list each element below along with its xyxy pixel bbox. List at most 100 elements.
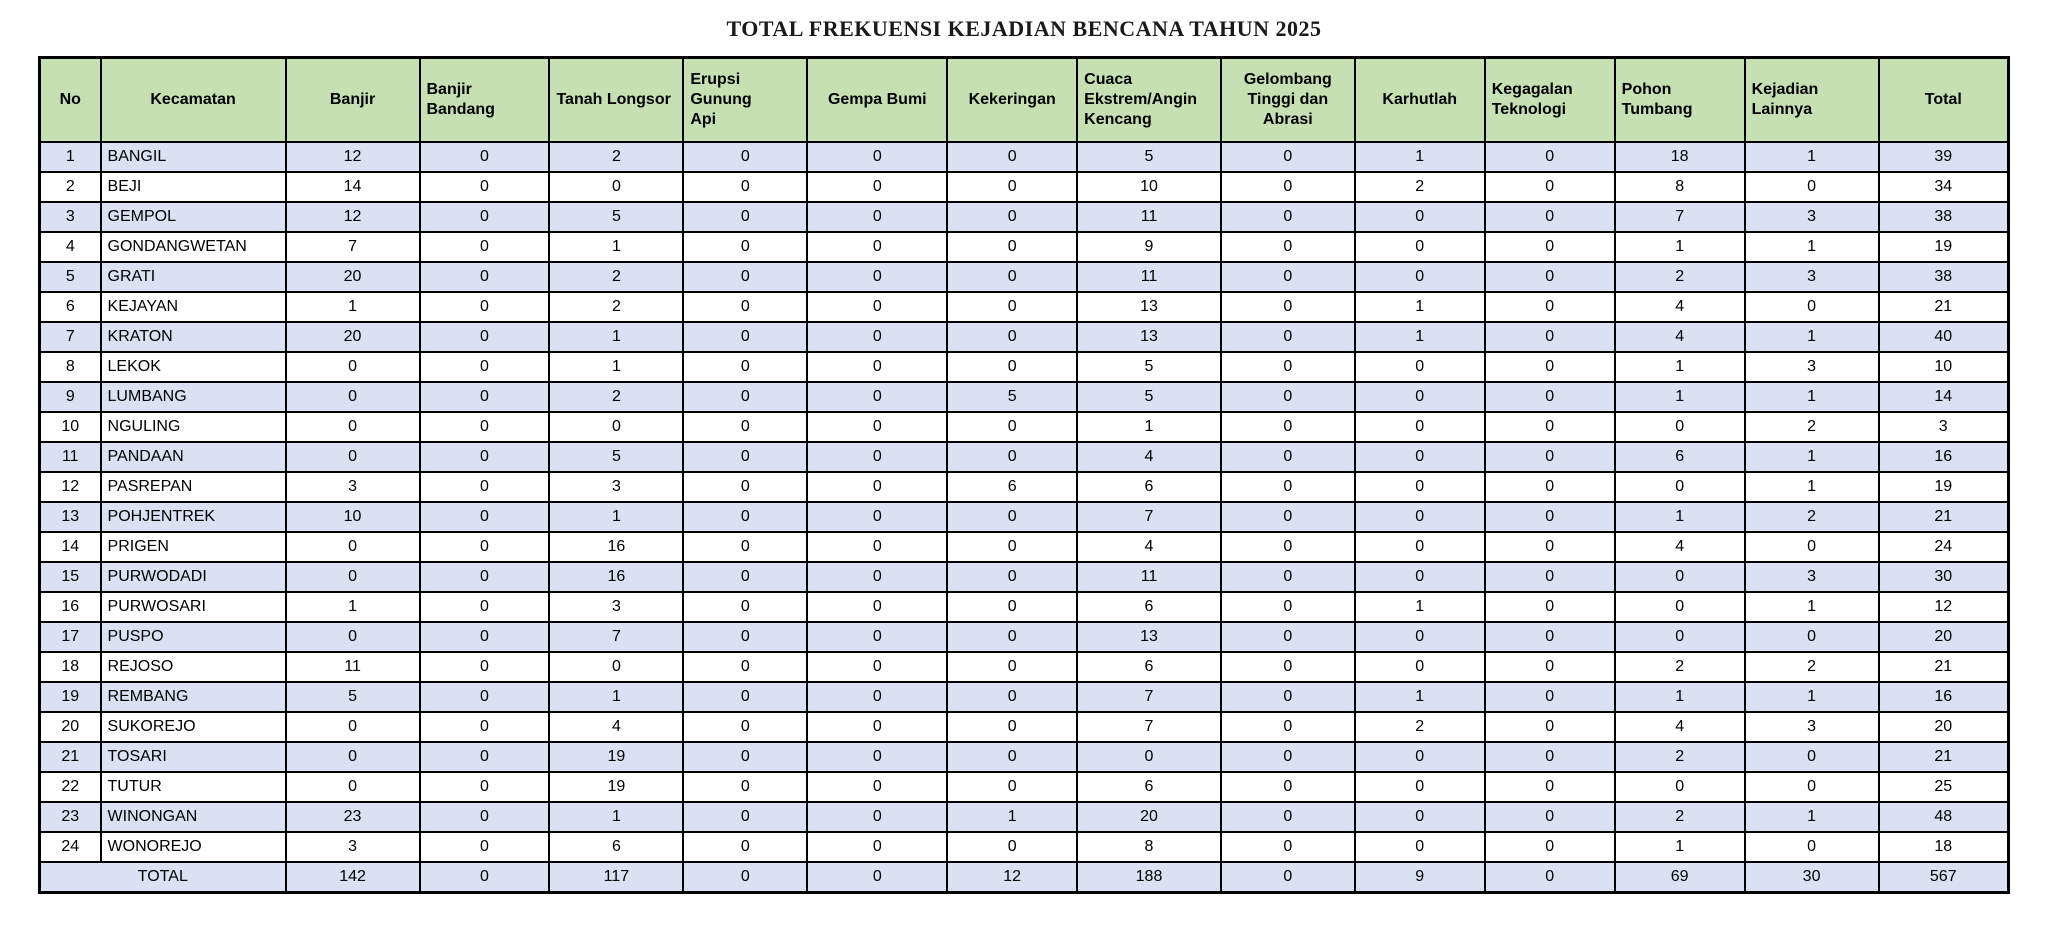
value-cell: 0 [1483, 530, 1616, 563]
value-cell: 0 [806, 320, 949, 353]
value-cell: 0 [1353, 350, 1486, 383]
value-cell: 0 [1353, 440, 1486, 473]
value-cell: 1 [548, 680, 685, 713]
row-total-cell: 21 [1877, 500, 2010, 533]
value-cell: 1 [284, 290, 421, 323]
value-cell: 0 [1219, 800, 1356, 833]
value-cell: 0 [1743, 290, 1880, 323]
value-cell: 12 [284, 140, 421, 173]
value-cell: 2 [1353, 710, 1486, 743]
value-cell: 0 [418, 650, 551, 683]
table-row: 2 BEJI 14 0 0 0 0 0 10 0 2 0 8 0 34 [38, 170, 2010, 203]
value-cell: 0 [284, 530, 421, 563]
value-cell: 0 [682, 470, 809, 503]
value-cell: 0 [1743, 170, 1880, 203]
value-cell: 0 [806, 470, 949, 503]
value-cell: 0 [418, 590, 551, 623]
row-number-cell: 22 [38, 770, 102, 803]
value-cell: 0 [1219, 770, 1356, 803]
col-header-kejadian-lainnya: Kejadian Lainnya [1743, 56, 1880, 143]
value-cell: 6 [548, 830, 685, 863]
value-cell: 4 [1076, 440, 1222, 473]
value-cell: 7 [1076, 680, 1222, 713]
disaster-frequency-table: No Kecamatan Banjir Banjir Bandang Tanah… [38, 56, 2010, 894]
value-cell: 0 [284, 620, 421, 653]
value-cell: 0 [1483, 680, 1616, 713]
value-cell: 0 [1483, 560, 1616, 593]
value-cell: 11 [1076, 200, 1222, 233]
value-cell: 0 [946, 200, 1079, 233]
row-number-cell: 9 [38, 380, 102, 413]
value-cell: 0 [806, 650, 949, 683]
row-total-cell: 16 [1877, 680, 2010, 713]
value-cell: 2 [548, 140, 685, 173]
value-cell: 0 [1219, 260, 1356, 293]
value-cell: 3 [284, 830, 421, 863]
value-cell: 4 [1076, 530, 1222, 563]
row-number-cell: 5 [38, 260, 102, 293]
value-cell: 0 [682, 530, 809, 563]
value-cell: 0 [946, 140, 1079, 173]
value-cell: 0 [1219, 320, 1356, 353]
value-cell: 0 [806, 830, 949, 863]
value-cell: 0 [418, 770, 551, 803]
value-cell: 0 [682, 830, 809, 863]
row-number-cell: 2 [38, 170, 102, 203]
value-cell: 19 [548, 770, 685, 803]
value-cell: 0 [946, 440, 1079, 473]
value-cell: 0 [1219, 650, 1356, 683]
value-cell: 11 [1076, 260, 1222, 293]
value-cell: 0 [806, 530, 949, 563]
kecamatan-cell: KRATON [99, 320, 287, 353]
value-cell: 3 [1743, 350, 1880, 383]
kecamatan-cell: PURWOSARI [99, 590, 287, 623]
value-cell: 5 [1076, 380, 1222, 413]
value-cell: 0 [806, 230, 949, 263]
value-cell: 1 [548, 800, 685, 833]
value-cell: 0 [1353, 830, 1486, 863]
grand-total-sum-cell: 567 [1877, 860, 2010, 894]
value-cell: 0 [806, 740, 949, 773]
row-number-cell: 12 [38, 470, 102, 503]
value-cell: 0 [1483, 770, 1616, 803]
value-cell: 5 [946, 380, 1079, 413]
value-cell: 5 [284, 680, 421, 713]
value-cell: 0 [946, 590, 1079, 623]
table-row: 11 PANDAAN 0 0 5 0 0 0 4 0 0 0 6 1 16 [38, 440, 2010, 473]
value-cell: 0 [682, 140, 809, 173]
value-cell: 0 [806, 350, 949, 383]
grand-total-value-cell: 142 [284, 860, 421, 894]
row-number-cell: 8 [38, 350, 102, 383]
value-cell: 0 [1076, 740, 1222, 773]
value-cell: 6 [1076, 770, 1222, 803]
table-row: 15 PURWODADI 0 0 16 0 0 0 11 0 0 0 0 3 30 [38, 560, 2010, 593]
value-cell: 0 [1219, 620, 1356, 653]
kecamatan-cell: BANGIL [99, 140, 287, 173]
value-cell: 0 [682, 740, 809, 773]
value-cell: 0 [418, 200, 551, 233]
value-cell: 0 [806, 200, 949, 233]
value-cell: 0 [946, 770, 1079, 803]
kecamatan-cell: GONDANGWETAN [99, 230, 287, 263]
value-cell: 1 [1353, 320, 1486, 353]
value-cell: 0 [946, 620, 1079, 653]
value-cell: 0 [806, 770, 949, 803]
kecamatan-cell: KEJAYAN [99, 290, 287, 323]
value-cell: 6 [1613, 440, 1746, 473]
row-number-cell: 21 [38, 740, 102, 773]
value-cell: 0 [418, 440, 551, 473]
value-cell: 20 [1076, 800, 1222, 833]
value-cell: 0 [1483, 200, 1616, 233]
value-cell: 0 [418, 380, 551, 413]
grand-total-value-cell: 0 [806, 860, 949, 894]
value-cell: 0 [1483, 800, 1616, 833]
value-cell: 0 [1353, 770, 1486, 803]
value-cell: 0 [946, 290, 1079, 323]
value-cell: 7 [548, 620, 685, 653]
value-cell: 0 [682, 200, 809, 233]
table-row: 18 REJOSO 11 0 0 0 0 0 6 0 0 0 2 2 21 [38, 650, 2010, 683]
value-cell: 0 [1483, 410, 1616, 443]
value-cell: 0 [418, 350, 551, 383]
value-cell: 18 [1613, 140, 1746, 173]
row-number-cell: 17 [38, 620, 102, 653]
